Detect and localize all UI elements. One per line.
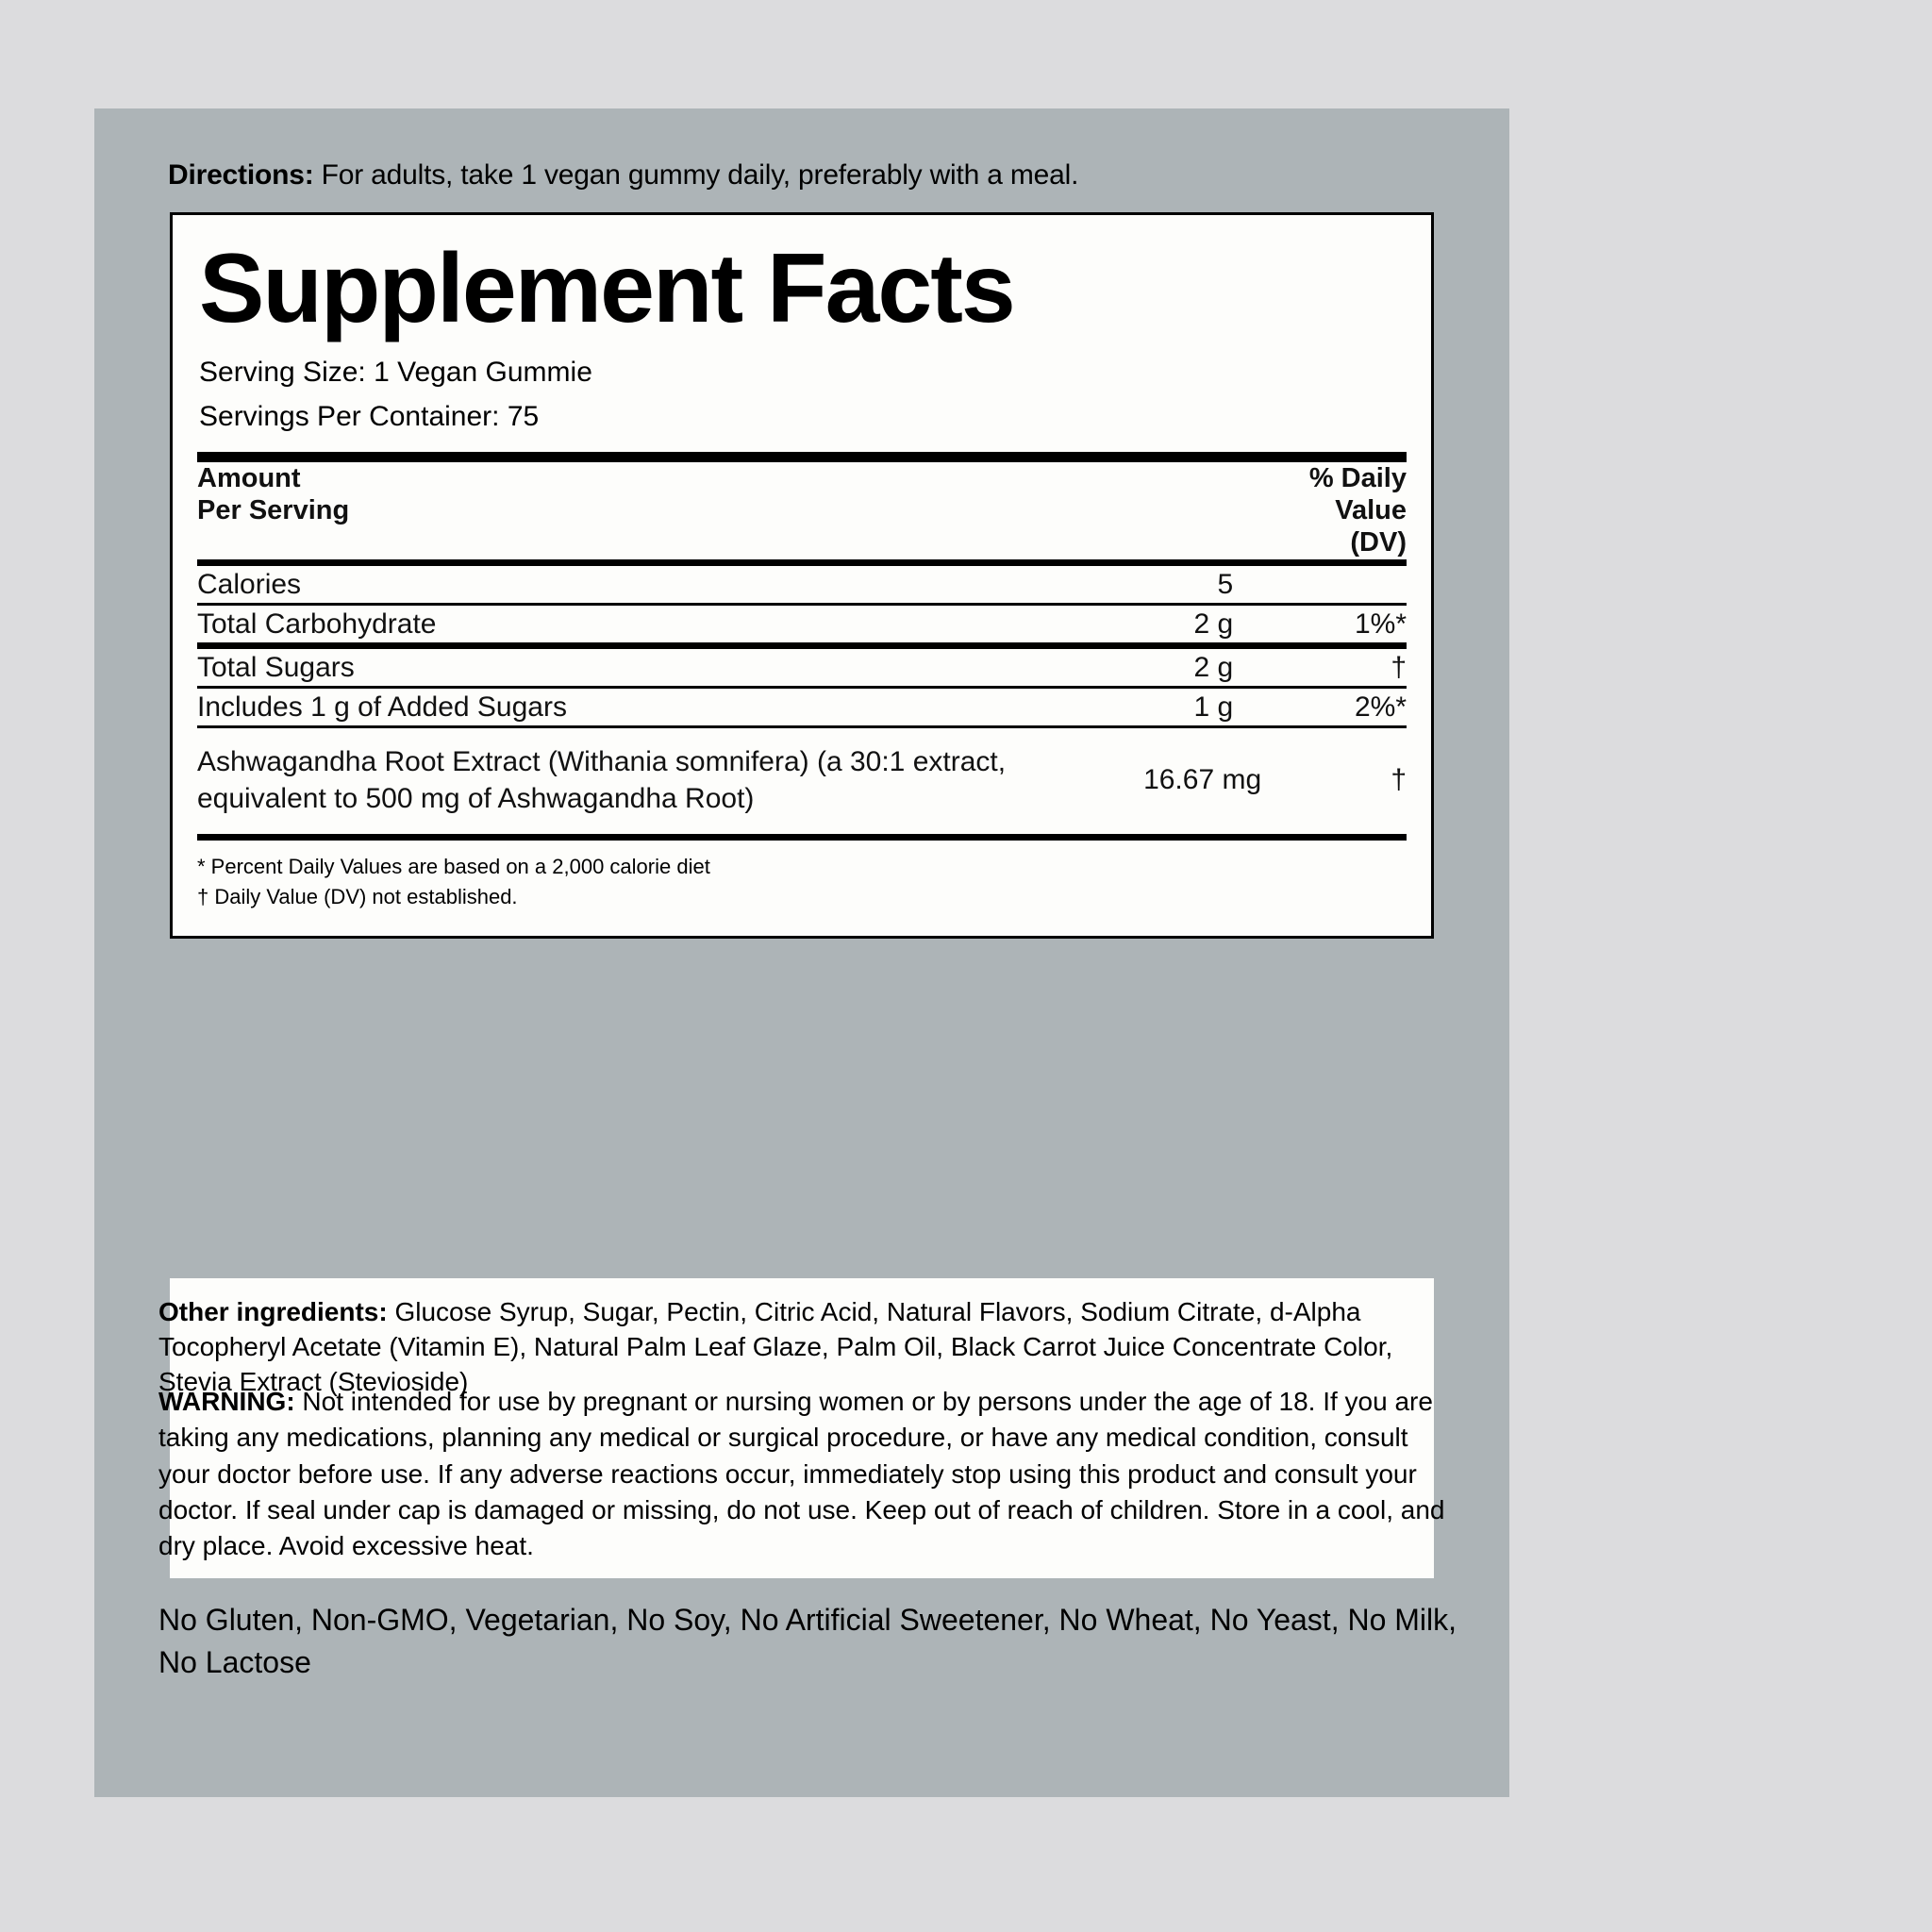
daily-value-header: % Daily Value (DV) <box>1261 462 1407 559</box>
row-dv: 1%* <box>1354 608 1407 640</box>
serving-size: Serving Size: 1 Vegan Gummie <box>199 357 592 388</box>
table-header-row: Amount Per Serving % Daily Value (DV) <box>197 462 1407 559</box>
product-label-panel: Directions: For adults, take 1 vegan gum… <box>94 108 1509 1797</box>
row-amount: 1 g <box>1193 691 1234 723</box>
directions-line: Directions: For adults, take 1 vegan gum… <box>168 158 1451 193</box>
supplement-facts-table: Amount Per Serving % Daily Value (DV) <box>197 462 1407 559</box>
table-row: Total Sugars 2 g † <box>197 649 1407 686</box>
row-amount: 2 g <box>1193 651 1234 683</box>
nutrient-rows-table: Includes 1 g of Added Sugars 1 g 2%* <box>197 689 1407 725</box>
row-dv <box>1261 566 1407 603</box>
table-row: Includes 1 g of Added Sugars 1 g 2%* <box>197 689 1407 725</box>
table-row: Total Carbohydrate 2 g 1%* <box>197 606 1407 642</box>
warning-paragraph: WARNING: Not intended for use by pregnan… <box>158 1384 1453 1565</box>
header-dv-line2: Value <box>1335 495 1407 526</box>
row-label: Total Carbohydrate <box>197 608 437 640</box>
row-divider <box>197 641 1407 649</box>
warning-text: Not intended for use by pregnant or nurs… <box>158 1387 1445 1561</box>
header-top-rule <box>197 452 1407 462</box>
nutrient-rows-table: Ashwagandha Root Extract (Withania somni… <box>197 728 1407 834</box>
supplement-facts-box: Supplement Facts Serving Size: 1 Vegan G… <box>170 212 1434 940</box>
header-dv-line1: % Daily <box>1308 463 1407 493</box>
row-amount: 16.67 mg <box>1143 764 1262 796</box>
directions-label: Directions: <box>168 159 314 191</box>
table-bottom-rule <box>197 833 1407 841</box>
row-dv: 2%* <box>1354 691 1407 723</box>
footnote-asterisk: * Percent Daily Values are based on a 2,… <box>197 854 710 878</box>
warning-label: WARNING: <box>158 1387 295 1416</box>
nutrient-rows-table: Total Carbohydrate 2 g 1%* <box>197 606 1407 642</box>
table-row: Ashwagandha Root Extract (Withania somni… <box>197 728 1407 834</box>
amount-per-serving-header: Amount Per Serving <box>197 462 1068 559</box>
servings-per-container: Servings Per Container: 75 <box>199 400 540 432</box>
supplement-facts-title: Supplement Facts <box>199 234 1016 343</box>
other-ingredients-text: Glucose Syrup, Sugar, Pectin, Citric Aci… <box>158 1297 1393 1396</box>
row-divider <box>197 602 1407 606</box>
header-spacer <box>1068 462 1261 559</box>
footnotes: * Percent Daily Values are based on a 2,… <box>197 852 1407 912</box>
row-amount: 5 <box>1217 568 1234 600</box>
footnote-dagger: † Daily Value (DV) not established. <box>197 884 518 908</box>
row-label: Calories <box>197 568 302 600</box>
header-amount-line2: Per Serving <box>197 495 350 526</box>
lower-white-strip <box>170 1278 1434 1578</box>
nutrient-rows-table: Calories 5 <box>197 566 1407 603</box>
header-bottom-rule <box>197 558 1407 566</box>
product-claims: No Gluten, Non-GMO, Vegetarian, No Soy, … <box>158 1603 1457 1679</box>
row-amount: 2 g <box>1193 608 1234 640</box>
row-label: Includes 1 g of Added Sugars <box>197 691 567 723</box>
row-dv: † <box>1391 764 1407 796</box>
other-ingredients-label: Other ingredients: <box>158 1297 388 1326</box>
header-amount-line1: Amount <box>197 463 301 493</box>
row-dv: † <box>1391 651 1407 683</box>
row-label: Total Sugars <box>197 651 355 683</box>
header-dv-line3: (DV) <box>1350 527 1407 558</box>
row-label: Ashwagandha Root Extract (Withania somni… <box>197 745 1007 814</box>
row-divider <box>197 685 1407 689</box>
row-divider <box>197 724 1407 728</box>
table-row: Calories 5 <box>197 566 1407 603</box>
nutrient-rows-table: Total Sugars 2 g † <box>197 649 1407 686</box>
directions-text: For adults, take 1 vegan gummy daily, pr… <box>313 159 1079 191</box>
other-ingredients: Other ingredients: Glucose Syrup, Sugar,… <box>158 1295 1451 1400</box>
